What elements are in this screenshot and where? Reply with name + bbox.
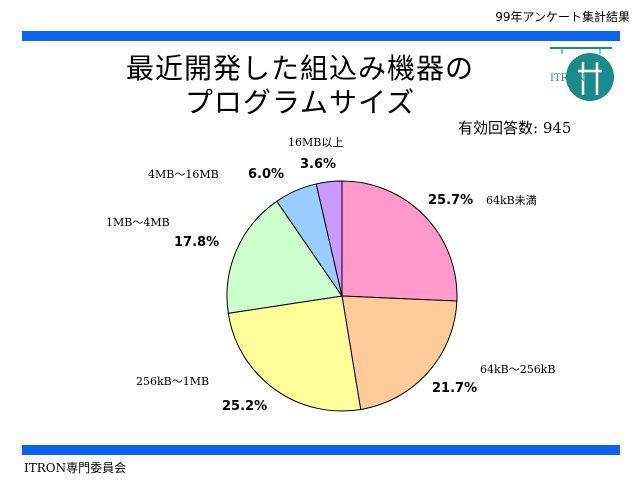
chart-title-line2: プログラムサイズ <box>184 86 416 119</box>
slice-value-label: 6.0% <box>248 167 284 182</box>
bottom-rule <box>22 445 620 455</box>
pie-slice <box>226 200 343 314</box>
pie-slice <box>341 180 458 302</box>
slice-category-label: 4MB～16MB <box>148 168 219 181</box>
slice-category-label: 64kB未満 <box>486 194 537 207</box>
footer-committee: ITRON専門委員会 <box>24 461 127 475</box>
slice-category-label: 1MB～4MB <box>106 216 170 229</box>
chart-title-line1: 最近開発した組込み機器の <box>125 52 474 85</box>
slice-value-label: 25.2% <box>222 399 267 414</box>
slice-value-label: 21.7% <box>432 381 477 396</box>
respondent-count: 有効回答数: 945 <box>458 119 572 137</box>
slice-value-label: 3.6% <box>300 157 336 172</box>
pie-slice <box>341 295 458 411</box>
top-rule <box>22 31 620 41</box>
slice-category-label: 256kB～1MB <box>136 375 209 388</box>
chart-title: 最近開発した組込み機器の プログラムサイズ <box>90 52 510 120</box>
survey-label: 99年アンケート集計結果 <box>495 10 630 24</box>
slice-value-label: 17.8% <box>174 235 219 250</box>
pie-slice <box>315 180 343 297</box>
itron-logo: ITRON <box>548 45 614 105</box>
itron-logo-text: ITRON <box>550 73 585 84</box>
slice-value-label: 25.7% <box>428 193 473 208</box>
pie-slice <box>227 295 362 412</box>
slice-category-label: 64kB～256kB <box>480 363 556 376</box>
slice-category-label: 16MB以上 <box>288 136 343 149</box>
